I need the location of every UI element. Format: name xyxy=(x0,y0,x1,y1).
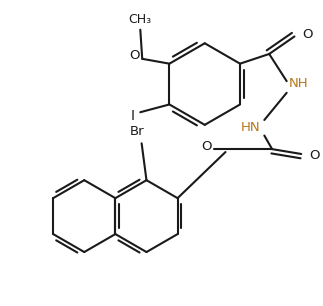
Text: O: O xyxy=(309,149,319,162)
Text: O: O xyxy=(201,140,211,153)
Text: CH₃: CH₃ xyxy=(129,13,152,27)
Text: O: O xyxy=(129,49,140,62)
Text: O: O xyxy=(302,28,313,41)
Text: NH: NH xyxy=(288,76,308,90)
Text: HN: HN xyxy=(241,121,261,134)
Text: Br: Br xyxy=(130,125,144,138)
Text: I: I xyxy=(130,109,134,123)
